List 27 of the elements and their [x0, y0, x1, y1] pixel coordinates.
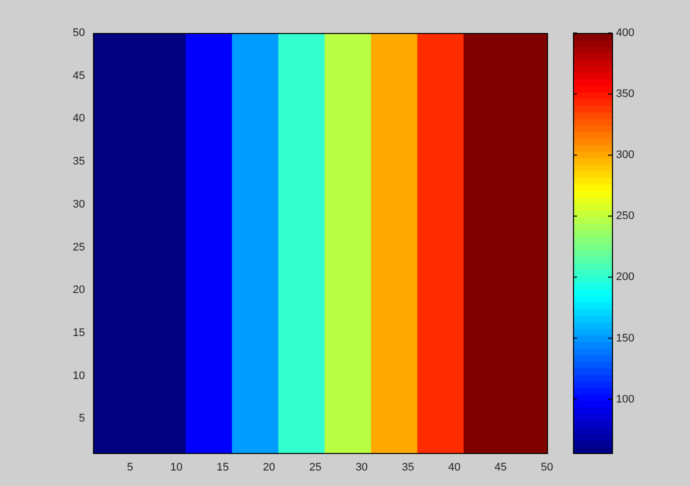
- x-tick-label: 45: [494, 462, 507, 474]
- x-tick-label: 50: [540, 462, 554, 474]
- y-tick-label: 5: [78, 412, 85, 425]
- color-bar-label: 150: [616, 332, 634, 344]
- y-tick-label: 35: [72, 156, 85, 168]
- y-tick-label: 50: [72, 27, 85, 40]
- color-bar-label: 200: [616, 271, 634, 284]
- y-tick-label: 10: [72, 370, 85, 382]
- y-tick-label: 20: [72, 284, 85, 296]
- x-tick-label: 35: [402, 462, 414, 474]
- x-tick-label: 5: [127, 462, 134, 474]
- x-tick-label: 10: [170, 462, 183, 474]
- x-tick-label: 30: [356, 462, 368, 474]
- color-bar-label: 400: [616, 27, 634, 40]
- color-bar-label: 250: [616, 210, 634, 222]
- color-bar-label: 100: [616, 393, 634, 406]
- color-bar-label: 350: [616, 88, 634, 100]
- x-tick-label: 20: [262, 462, 276, 474]
- x-tick-label: 15: [216, 462, 229, 474]
- x-tick-label: 40: [448, 462, 460, 474]
- y-tick-label: 40: [72, 112, 85, 125]
- y-tick-label: 45: [72, 70, 85, 82]
- x-tick-label: 25: [309, 462, 322, 474]
- y-tick-label: 25: [72, 241, 85, 254]
- color-bar-label: 300: [616, 149, 634, 162]
- y-tick-label: 30: [72, 198, 85, 210]
- y-tick-label: 15: [72, 327, 85, 340]
